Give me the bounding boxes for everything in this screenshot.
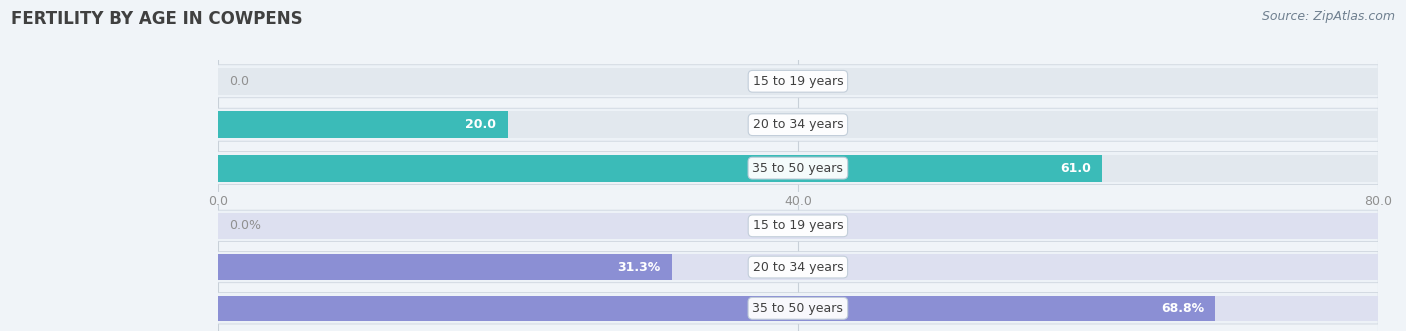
Bar <box>218 296 1215 321</box>
Text: FERTILITY BY AGE IN COWPENS: FERTILITY BY AGE IN COWPENS <box>11 10 302 28</box>
Bar <box>218 296 1378 321</box>
Text: 31.3%: 31.3% <box>617 260 661 274</box>
Text: 35 to 50 years: 35 to 50 years <box>752 162 844 175</box>
FancyBboxPatch shape <box>218 293 1378 324</box>
Bar <box>218 68 1378 95</box>
Text: 0.0: 0.0 <box>229 75 249 88</box>
Text: 20 to 34 years: 20 to 34 years <box>752 260 844 274</box>
Text: 35 to 50 years: 35 to 50 years <box>752 302 844 315</box>
FancyBboxPatch shape <box>218 108 1378 141</box>
FancyBboxPatch shape <box>218 252 1378 283</box>
Text: 68.8%: 68.8% <box>1161 302 1204 315</box>
Bar <box>218 254 1378 280</box>
Text: 20 to 34 years: 20 to 34 years <box>752 118 844 131</box>
Bar <box>218 254 672 280</box>
Bar <box>218 111 1378 138</box>
Bar <box>218 111 508 138</box>
Bar <box>218 213 1378 239</box>
Bar <box>218 155 1378 182</box>
Text: 0.0%: 0.0% <box>229 219 262 232</box>
Bar <box>218 155 1102 182</box>
FancyBboxPatch shape <box>218 152 1378 185</box>
Text: 20.0: 20.0 <box>465 118 496 131</box>
Text: 15 to 19 years: 15 to 19 years <box>752 219 844 232</box>
Text: Source: ZipAtlas.com: Source: ZipAtlas.com <box>1261 10 1395 23</box>
Text: 61.0: 61.0 <box>1060 162 1091 175</box>
Text: 15 to 19 years: 15 to 19 years <box>752 75 844 88</box>
FancyBboxPatch shape <box>218 210 1378 242</box>
FancyBboxPatch shape <box>218 65 1378 98</box>
